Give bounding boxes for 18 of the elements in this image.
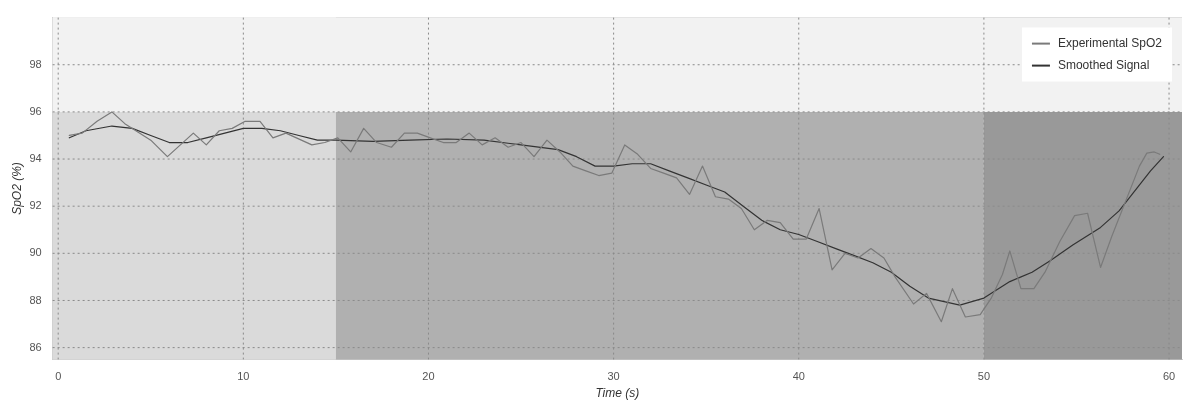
- y-tick-label: 98: [29, 57, 42, 70]
- legend-label: Experimental SpO2: [1057, 35, 1163, 50]
- x-tick-label: 20: [422, 370, 435, 383]
- x-axis-title: Time (s): [595, 386, 640, 401]
- x-tick-label: 50: [977, 370, 991, 383]
- legend-label: Smoothed Signal: [1057, 57, 1150, 72]
- x-tick-label: 60: [1162, 370, 1176, 383]
- x-tick-label: 0: [55, 370, 62, 383]
- y-tick-label: 94: [29, 152, 42, 165]
- y-axis-title: SpO2 (%): [9, 162, 24, 215]
- x-tick-label: 40: [792, 370, 805, 383]
- x-tick-label: 30: [607, 370, 620, 383]
- y-tick-label: 90: [29, 246, 42, 259]
- y-tick-label: 96: [29, 104, 42, 117]
- x-tick-label: 10: [237, 370, 250, 383]
- y-tick-label: 88: [29, 293, 42, 306]
- y-tick-label: 86: [29, 340, 42, 353]
- y-tick-label: 92: [29, 199, 42, 212]
